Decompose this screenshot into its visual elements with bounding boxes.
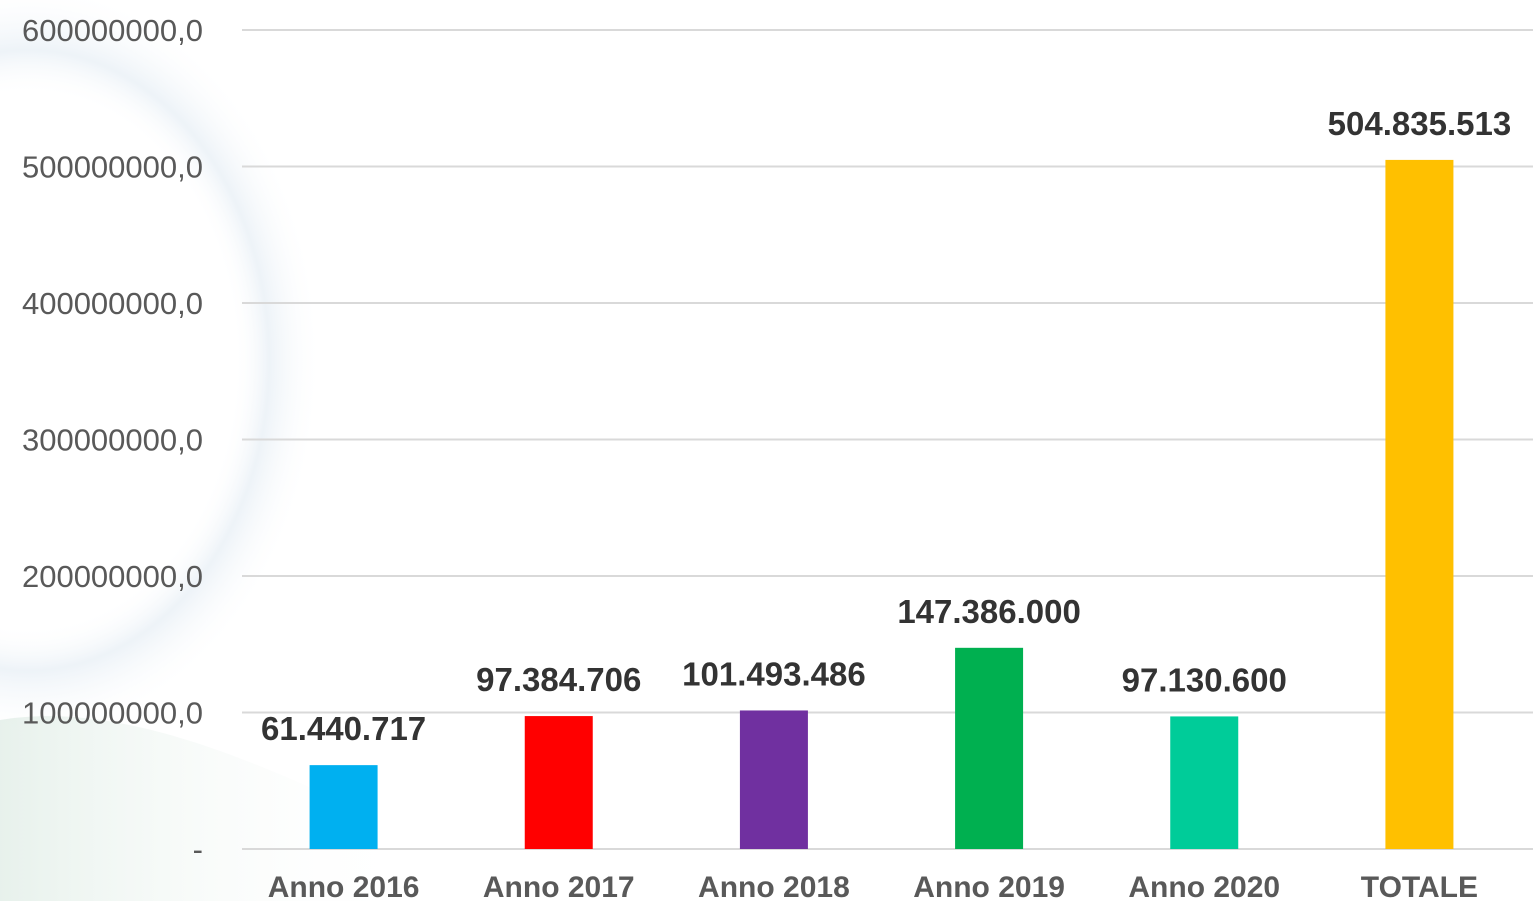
y-tick-label: 600000000,0 [22,13,203,48]
category-label: Anno 2018 [698,871,850,901]
data-label: 147.386.000 [897,593,1081,630]
bar-2 [524,716,593,849]
x-axis-category-labels: Anno 2016 Anno 2017 Anno 2018 Anno 2019 Anno… [268,871,1478,901]
y-tick-label: - [193,832,203,867]
category-label: Anno 2017 [483,871,635,901]
y-tick-label: 300000000,0 [22,423,203,458]
data-label: 61.440.717 [261,710,426,747]
bar-5 [1170,716,1239,849]
bar-1 [309,765,378,849]
y-tick-label: 500000000,0 [22,150,203,185]
bars [309,159,1454,849]
bar-6 [1385,159,1454,849]
bar-4 [955,647,1024,849]
y-tick-label: 100000000,0 [22,696,203,731]
category-label: Anno 2016 [268,871,420,901]
data-label: 101.493.486 [682,655,866,692]
bar-3 [739,710,808,849]
data-label: 97.384.706 [476,661,641,698]
y-tick-label: 400000000,0 [22,286,203,321]
category-label: Anno 2020 [1128,871,1280,901]
y-tick-label: 200000000,0 [22,559,203,594]
data-label: 504.835.513 [1328,105,1512,142]
category-label: TOTALE [1361,871,1478,901]
background-decoration [0,0,700,901]
y-axis-tick-labels: - 100000000,0 200000000,0 300000000,0 400000… [22,13,203,867]
data-labels: 61.440.717 97.384.706 101.493.486 147.386.0… [261,105,1511,747]
data-label: 97.130.600 [1122,661,1287,698]
category-label: Anno 2019 [913,871,1065,901]
gridlines [242,29,1533,850]
